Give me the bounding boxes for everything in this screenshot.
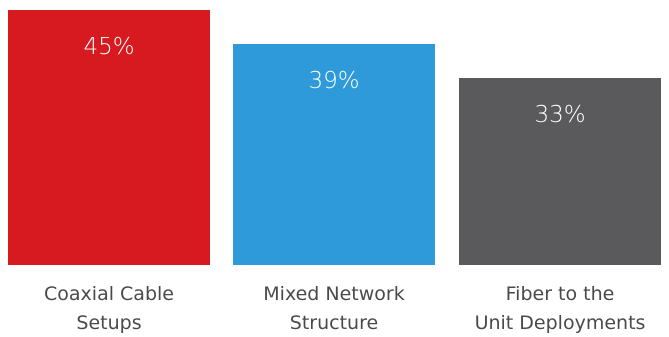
category-label-2-line-1: Mixed Network: [263, 283, 404, 305]
category-label-3-line-1: Fiber to the: [506, 283, 615, 305]
bar-value-label-2: 39%: [308, 68, 359, 94]
bar-1: [8, 10, 210, 265]
category-label-1-line-1: Coaxial Cable: [44, 283, 174, 305]
bars-group: 45% 39% 33%: [8, 10, 661, 265]
bar-2: [233, 44, 435, 265]
category-labels-group: Coaxial Cable Setups Mixed Network Structur…: [44, 283, 645, 334]
category-label-2-line-2: Structure: [290, 312, 378, 334]
category-label-1-line-2: Setups: [76, 312, 141, 334]
category-label-3-line-2: Unit Deployments: [475, 312, 646, 334]
bar-3: [459, 78, 661, 265]
bar-value-label-1: 45%: [83, 34, 134, 60]
bar-value-label-3: 33%: [534, 102, 585, 128]
